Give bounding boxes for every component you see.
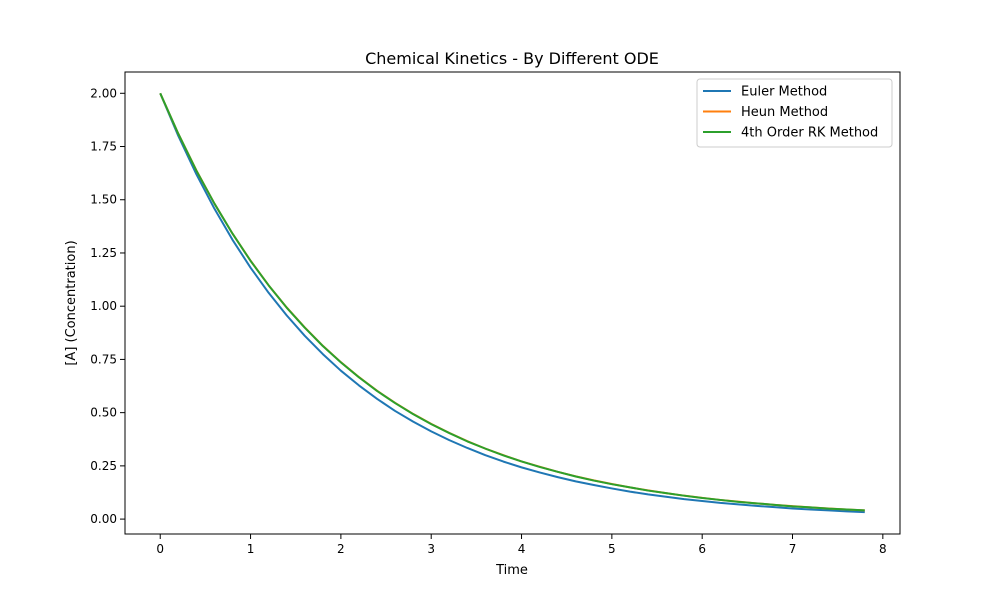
- y-axis: 0.00 0.25 0.50 0.75 1.00 1.25 1.50 1.75 2.00: [90, 86, 125, 526]
- legend: Euler Method Heun Method 4th Order RK Meth…: [696, 78, 893, 148]
- y-tick-label: 0.50: [90, 406, 117, 420]
- plot-area: [124, 71, 901, 535]
- legend-label: Heun Method: [741, 105, 828, 120]
- x-axis: 0 1 2 3 4 5 6 7 8: [156, 534, 887, 556]
- y-tick-label: 1.00: [90, 299, 117, 313]
- x-tick-label: 4: [518, 542, 526, 556]
- x-tick-label: 7: [789, 542, 797, 556]
- legend-label: 4th Order RK Method: [741, 126, 878, 141]
- y-tick-label: 2.00: [90, 86, 117, 100]
- x-tick-label: 5: [608, 542, 616, 556]
- legend-frame: [696, 78, 893, 148]
- x-axis-label: Time: [495, 563, 528, 578]
- x-tick-label: 8: [879, 542, 887, 556]
- y-tick-label: 1.25: [90, 246, 117, 260]
- series-line-3: [159, 92, 865, 512]
- legend-label: Euler Method: [741, 85, 827, 100]
- y-tick-label: 0.00: [90, 512, 117, 526]
- y-tick-label: 1.75: [90, 140, 117, 154]
- x-tick-label: 2: [337, 542, 345, 556]
- x-tick-label: 6: [698, 542, 706, 556]
- x-tick-label: 0: [156, 542, 164, 556]
- series-line-1: [159, 92, 865, 514]
- y-axis-label: [A] (Concentration): [64, 240, 79, 365]
- chart-title: Chemical Kinetics - By Different ODE: [365, 49, 659, 68]
- y-tick-label: 0.75: [90, 352, 117, 366]
- series-layer: [159, 92, 865, 514]
- y-tick-label: 0.25: [90, 459, 117, 473]
- x-tick-label: 3: [427, 542, 435, 556]
- y-tick-label: 1.50: [90, 193, 117, 207]
- x-tick-label: 1: [247, 542, 255, 556]
